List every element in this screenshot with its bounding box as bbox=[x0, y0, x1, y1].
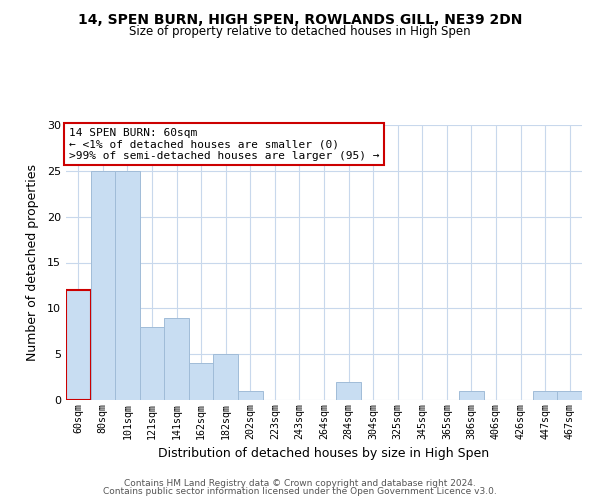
Bar bbox=[557, 391, 582, 400]
Bar bbox=[140, 326, 164, 400]
Bar bbox=[459, 391, 484, 400]
Text: 14 SPEN BURN: 60sqm
← <1% of detached houses are smaller (0)
>99% of semi-detach: 14 SPEN BURN: 60sqm ← <1% of detached ho… bbox=[68, 128, 379, 161]
Bar bbox=[91, 171, 115, 400]
Bar bbox=[214, 354, 238, 400]
Bar bbox=[238, 391, 263, 400]
Bar bbox=[336, 382, 361, 400]
X-axis label: Distribution of detached houses by size in High Spen: Distribution of detached houses by size … bbox=[158, 447, 490, 460]
Text: 14, SPEN BURN, HIGH SPEN, ROWLANDS GILL, NE39 2DN: 14, SPEN BURN, HIGH SPEN, ROWLANDS GILL,… bbox=[78, 12, 522, 26]
Bar bbox=[164, 318, 189, 400]
Bar bbox=[533, 391, 557, 400]
Bar bbox=[66, 290, 91, 400]
Text: Contains HM Land Registry data © Crown copyright and database right 2024.: Contains HM Land Registry data © Crown c… bbox=[124, 478, 476, 488]
Y-axis label: Number of detached properties: Number of detached properties bbox=[26, 164, 38, 361]
Text: Size of property relative to detached houses in High Spen: Size of property relative to detached ho… bbox=[129, 25, 471, 38]
Bar bbox=[115, 171, 140, 400]
Text: Contains public sector information licensed under the Open Government Licence v3: Contains public sector information licen… bbox=[103, 487, 497, 496]
Bar bbox=[189, 364, 214, 400]
